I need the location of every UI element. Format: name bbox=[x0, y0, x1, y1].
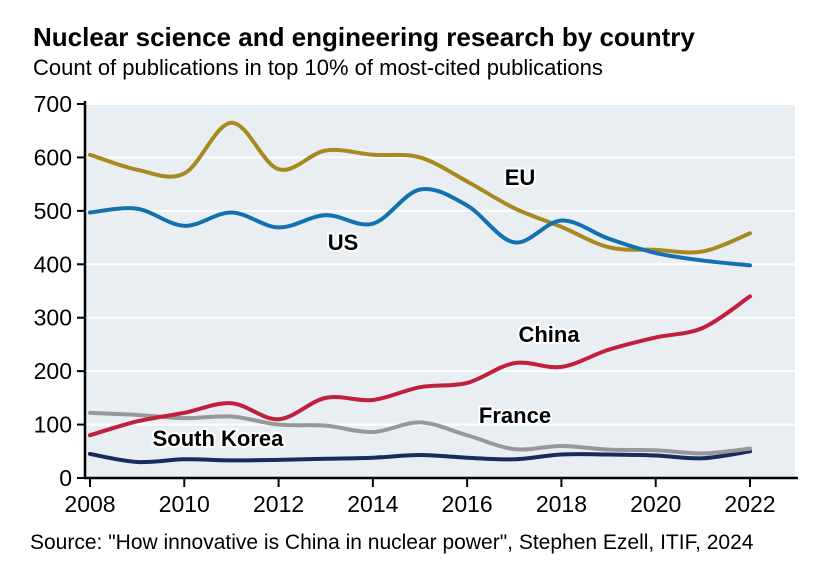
series-line-south-korea bbox=[88, 449, 752, 465]
x-tick-label-2020: 2020 bbox=[630, 491, 681, 517]
series-line-china bbox=[88, 294, 752, 438]
chart-subtitle: Count of publications in top 10% of most… bbox=[33, 55, 603, 80]
series-label-china: China bbox=[518, 322, 580, 347]
y-tick-label-200: 200 bbox=[34, 358, 72, 384]
y-tick-label-100: 100 bbox=[34, 412, 72, 438]
x-tick-label-2018: 2018 bbox=[536, 491, 587, 517]
y-tick-label-700: 700 bbox=[34, 91, 72, 117]
plot-background bbox=[85, 104, 795, 478]
chart-title: Nuclear science and engineering research… bbox=[33, 22, 695, 52]
x-tick-label-2008: 2008 bbox=[64, 491, 115, 517]
y-tick-label-600: 600 bbox=[34, 144, 72, 170]
series-line-us bbox=[88, 186, 752, 268]
y-tick-label-0: 0 bbox=[59, 465, 72, 491]
x-tick-label-2010: 2010 bbox=[159, 491, 210, 517]
x-tick-label-2022: 2022 bbox=[724, 491, 775, 517]
series-line-france bbox=[88, 410, 752, 456]
source-note: Source: "How innovative is China in nucl… bbox=[30, 531, 754, 554]
x-tick-label-2014: 2014 bbox=[347, 491, 398, 517]
y-tick-label-400: 400 bbox=[34, 251, 72, 277]
series-label-eu: EU bbox=[505, 165, 536, 190]
y-tick-label-500: 500 bbox=[34, 198, 72, 224]
series-label-france: France bbox=[479, 403, 551, 428]
series-label-south-korea: South Korea bbox=[153, 426, 285, 451]
series-label-us: US bbox=[328, 230, 359, 255]
y-tick-label-300: 300 bbox=[34, 305, 72, 331]
x-tick-label-2012: 2012 bbox=[253, 491, 304, 517]
x-tick-label-2016: 2016 bbox=[442, 491, 493, 517]
